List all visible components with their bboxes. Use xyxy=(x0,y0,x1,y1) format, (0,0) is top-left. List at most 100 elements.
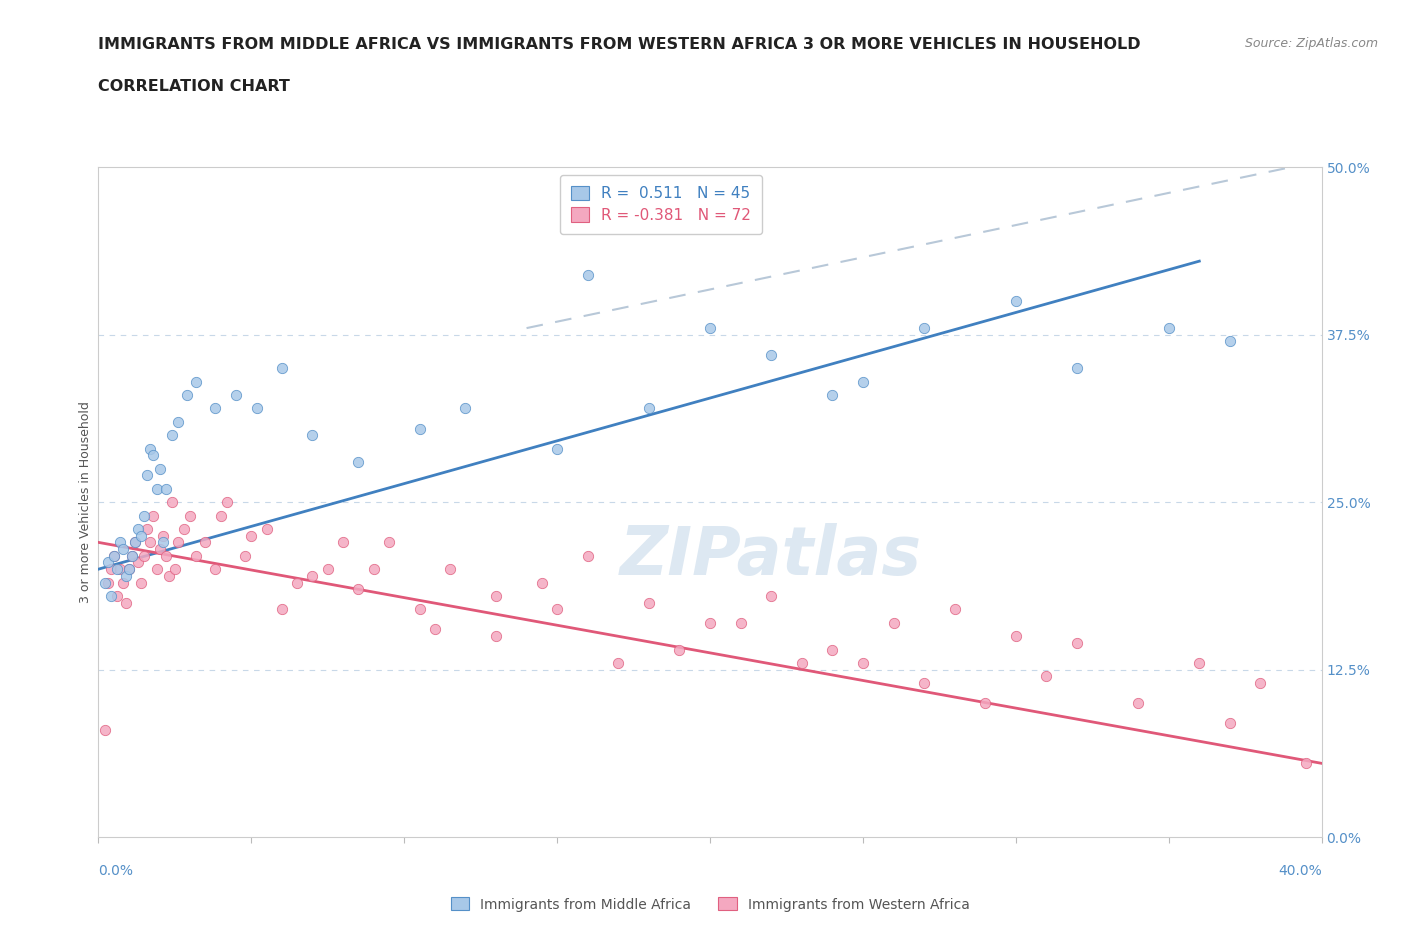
Point xyxy=(1219,716,1241,731)
Point xyxy=(454,401,477,416)
Point xyxy=(546,441,568,456)
Point xyxy=(1250,675,1272,690)
Point xyxy=(852,374,875,389)
Point xyxy=(124,535,146,550)
Point xyxy=(638,401,661,416)
Point xyxy=(270,602,294,617)
Point xyxy=(1004,294,1026,309)
Point xyxy=(167,535,190,550)
Point xyxy=(347,582,370,597)
Point xyxy=(363,562,385,577)
Point xyxy=(285,575,308,590)
Point xyxy=(124,535,146,550)
Point xyxy=(209,508,232,523)
Point xyxy=(142,508,165,523)
Point xyxy=(100,562,122,577)
Point xyxy=(115,595,138,610)
Point xyxy=(215,495,238,510)
Point xyxy=(974,696,997,711)
Text: Source: ZipAtlas.com: Source: ZipAtlas.com xyxy=(1244,37,1378,50)
Point xyxy=(105,562,128,577)
Point xyxy=(152,535,174,550)
Point xyxy=(1066,361,1088,376)
Point xyxy=(167,415,190,430)
Point xyxy=(821,642,844,657)
Point xyxy=(121,549,143,564)
Point xyxy=(103,549,125,564)
Point xyxy=(546,602,568,617)
Point xyxy=(118,562,141,577)
Point xyxy=(1219,334,1241,349)
Point xyxy=(145,482,167,497)
Point xyxy=(699,321,721,336)
Point xyxy=(270,361,294,376)
Point xyxy=(638,595,661,610)
Point xyxy=(134,549,156,564)
Point xyxy=(155,482,177,497)
Point xyxy=(145,562,167,577)
Point xyxy=(852,656,875,671)
Text: ZIPatlas: ZIPatlas xyxy=(620,523,922,589)
Point xyxy=(129,575,152,590)
Point xyxy=(1128,696,1150,711)
Point xyxy=(204,562,226,577)
Point xyxy=(943,602,966,617)
Point xyxy=(129,528,152,543)
Point xyxy=(790,656,813,671)
Point xyxy=(204,401,226,416)
Point xyxy=(108,562,131,577)
Point xyxy=(1188,656,1211,671)
Point xyxy=(1004,629,1026,644)
Point xyxy=(301,568,323,583)
Point xyxy=(93,723,115,737)
Point xyxy=(576,267,599,282)
Point xyxy=(332,535,354,550)
Point xyxy=(761,589,783,604)
Point xyxy=(233,549,256,564)
Point xyxy=(912,675,935,690)
Text: IMMIGRANTS FROM MIDDLE AFRICA VS IMMIGRANTS FROM WESTERN AFRICA 3 OR MORE VEHICL: IMMIGRANTS FROM MIDDLE AFRICA VS IMMIGRA… xyxy=(98,37,1142,52)
Point xyxy=(1066,635,1088,650)
Point xyxy=(408,602,430,617)
Legend: Immigrants from Middle Africa, Immigrants from Western Africa: Immigrants from Middle Africa, Immigrant… xyxy=(444,892,976,917)
Point xyxy=(176,388,198,403)
Point xyxy=(127,522,149,537)
Point xyxy=(134,508,156,523)
Point xyxy=(149,541,172,556)
Point xyxy=(485,629,508,644)
Point xyxy=(485,589,508,604)
Point xyxy=(1295,756,1317,771)
Point xyxy=(240,528,263,543)
Point xyxy=(160,428,183,443)
Point xyxy=(115,568,138,583)
Point xyxy=(139,535,162,550)
Point xyxy=(136,522,159,537)
Point xyxy=(103,549,125,564)
Point xyxy=(105,589,128,604)
Point xyxy=(439,562,461,577)
Point xyxy=(607,656,630,671)
Point xyxy=(108,535,131,550)
Point xyxy=(423,622,446,637)
Point xyxy=(730,616,752,631)
Point xyxy=(225,388,247,403)
Point xyxy=(256,522,278,537)
Point xyxy=(378,535,401,550)
Point xyxy=(152,528,174,543)
Point xyxy=(136,468,159,483)
Text: CORRELATION CHART: CORRELATION CHART xyxy=(98,79,290,94)
Point xyxy=(1035,669,1057,684)
Point xyxy=(160,495,183,510)
Point xyxy=(97,575,120,590)
Point xyxy=(301,428,323,443)
Point xyxy=(761,348,783,363)
Point xyxy=(186,374,208,389)
Point xyxy=(576,549,599,564)
Y-axis label: 3 or more Vehicles in Household: 3 or more Vehicles in Household xyxy=(79,401,91,604)
Point xyxy=(100,589,122,604)
Text: 0.0%: 0.0% xyxy=(98,864,134,878)
Point xyxy=(139,441,162,456)
Point xyxy=(97,555,120,570)
Point xyxy=(157,568,180,583)
Point xyxy=(883,616,905,631)
